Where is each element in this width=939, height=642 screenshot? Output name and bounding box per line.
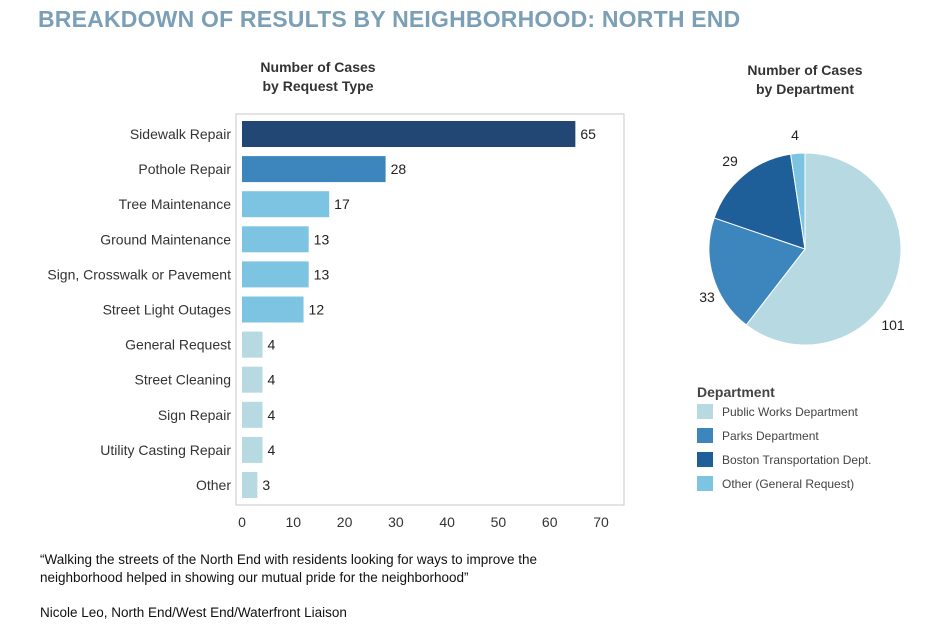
- pie-data-label: 33: [699, 289, 715, 305]
- x-tick-label: 20: [337, 514, 353, 530]
- legend-swatch: [697, 428, 713, 443]
- legend-swatch: [697, 476, 713, 491]
- bar-chart-title-line: Number of Cases: [260, 59, 375, 75]
- bar-chart-title-line: by Request Type: [263, 78, 374, 94]
- bar-4: [242, 261, 309, 288]
- pie-data-label: 4: [791, 127, 799, 143]
- data-label: 4: [268, 407, 276, 423]
- data-label: 4: [268, 337, 276, 353]
- category-label: Other: [196, 477, 231, 493]
- bar-6: [242, 331, 263, 358]
- category-label: Sidewalk Repair: [130, 126, 231, 142]
- category-label: Tree Maintenance: [119, 196, 232, 212]
- data-label: 13: [314, 266, 330, 282]
- category-label: Ground Maintenance: [100, 231, 231, 247]
- legend-swatch: [697, 404, 713, 419]
- legend-label: Other (General Request): [722, 477, 854, 491]
- bar-5: [242, 296, 304, 323]
- category-label: Street Light Outages: [103, 302, 231, 318]
- x-tick-label: 40: [439, 514, 455, 530]
- bar-8: [242, 401, 263, 428]
- bar-0: [242, 121, 576, 147]
- category-label: Sign Repair: [158, 407, 231, 423]
- category-label: Sign, Crosswalk or Pavement: [47, 266, 231, 282]
- bar-chart: Number of Cases by Request Type Sidewalk R…: [47, 59, 625, 530]
- x-tick-label: 50: [491, 514, 507, 530]
- quote-text: “Walking the streets of the North End wi…: [40, 552, 537, 585]
- x-tick-label: 70: [593, 514, 609, 530]
- legend-label: Boston Transportation Dept.: [722, 453, 871, 467]
- category-label: Utility Casting Repair: [100, 442, 231, 458]
- bar-1: [242, 156, 386, 183]
- pie-chart: Number of Cases by Department 101 33 29 4 Depa…: [697, 62, 905, 491]
- category-label: General Request: [125, 337, 231, 353]
- category-label: Pothole Repair: [138, 161, 231, 177]
- bar-9: [242, 436, 263, 463]
- bar-7: [242, 366, 263, 393]
- data-label: 13: [314, 231, 330, 247]
- pie-data-label: 101: [881, 317, 905, 333]
- x-tick-label: 10: [285, 514, 301, 530]
- pie-chart-title-line: Number of Cases: [747, 62, 862, 78]
- quote-attribution: Nicole Leo, North End/West End/Waterfron…: [40, 605, 347, 620]
- pie-data-label: 29: [722, 153, 738, 169]
- bar-chart-frame: [235, 113, 625, 506]
- legend-label: Public Works Department: [722, 405, 858, 419]
- legend-label: Parks Department: [722, 429, 819, 443]
- data-label: 28: [391, 161, 407, 177]
- pie-slice-2: [713, 153, 806, 250]
- legend-swatch: [697, 452, 713, 467]
- bar-10: [242, 472, 258, 498]
- x-tick-label: 60: [542, 514, 558, 530]
- pie-slice-1: [708, 217, 806, 326]
- x-tick-label: 30: [388, 514, 404, 530]
- pie-chart-title-line: by Department: [756, 81, 854, 97]
- bar-3: [242, 226, 309, 253]
- data-label: 65: [580, 126, 596, 142]
- data-label: 4: [268, 442, 276, 458]
- category-label: Street Cleaning: [134, 372, 231, 388]
- page-title: BREAKDOWN OF RESULTS BY NEIGHBORHOOD: NO…: [38, 6, 741, 32]
- pie-slice-0: [745, 152, 902, 346]
- data-label: 3: [262, 477, 270, 493]
- pie-slice-3: [790, 152, 806, 250]
- x-tick-label: 0: [238, 514, 246, 530]
- legend-title: Department: [697, 384, 775, 400]
- data-label: 17: [334, 196, 350, 212]
- bar-2: [242, 191, 330, 218]
- data-label: 4: [268, 372, 276, 388]
- data-label: 12: [309, 302, 325, 318]
